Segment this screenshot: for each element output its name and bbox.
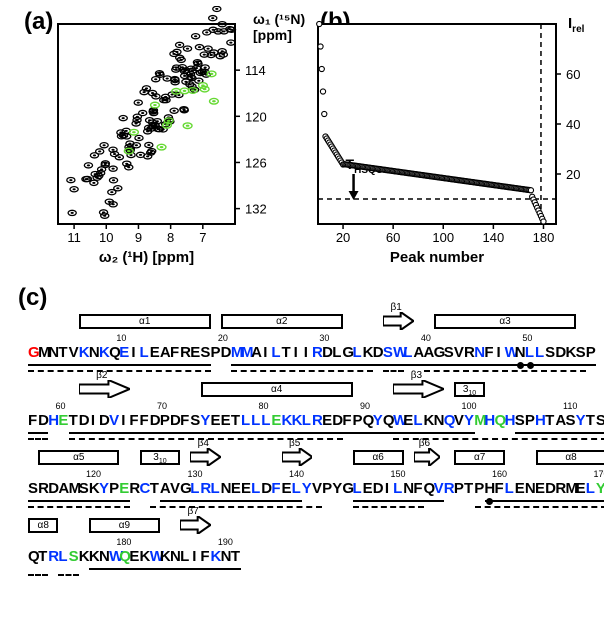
svg-text:9: 9: [135, 230, 142, 245]
svg-text:10: 10: [99, 230, 113, 245]
residue-number: 100: [462, 401, 477, 411]
beta-sheet-arrow-icon: [79, 380, 130, 398]
svg-text:[ppm]: [ppm]: [253, 27, 292, 43]
marker-dot-icon: [527, 362, 534, 369]
beta-sheet-arrow-icon: [282, 448, 312, 466]
alpha-helix-icon: α1: [79, 314, 211, 329]
residue-number: 180: [116, 537, 131, 547]
coverage-line-dashed: [231, 370, 373, 372]
coverage-line-dashed: [475, 506, 604, 508]
coverage-line-solid: [28, 500, 130, 502]
beta-sheet-arrow-icon: [393, 380, 444, 398]
alpha-helix-icon: α5: [38, 450, 119, 465]
svg-text:60: 60: [566, 67, 580, 82]
svg-text:Peak number: Peak number: [390, 249, 484, 266]
coverage-line-dashed: [28, 574, 48, 576]
alpha-helix-icon: α8: [536, 450, 604, 465]
coverage-line-dashed: [383, 370, 403, 372]
coverage-line-dashed: [28, 370, 211, 372]
residue-number: 120: [86, 469, 101, 479]
panel-a-chart: 11 10 9 8 7 114 120 126 132 ω₂ (¹H) [ppm] ω₁ (¹⁵N)…: [10, 6, 305, 266]
coverage-line-dashed: [28, 506, 130, 508]
svg-text:180: 180: [533, 230, 555, 245]
beta-sheet-arrow-icon: [414, 448, 440, 466]
coverage-line-solid: [89, 568, 241, 570]
residue-number: 150: [390, 469, 405, 479]
coverage-line-dashed: [58, 574, 78, 576]
svg-text:60: 60: [386, 230, 400, 245]
marker-dot-icon: [517, 362, 524, 369]
svg-text:20: 20: [566, 167, 580, 182]
svg-text:132: 132: [245, 202, 267, 217]
coverage-line-solid: [485, 500, 604, 502]
residue-number: 140: [289, 469, 304, 479]
coverage-line-solid: [28, 364, 211, 366]
coverage-line-solid: [353, 500, 444, 502]
beta-sheet-arrow-icon: [190, 448, 220, 466]
svg-text:8: 8: [167, 230, 174, 245]
beta-sheet-arrow-icon: [383, 312, 413, 330]
marker-dot-icon: [486, 498, 493, 505]
svg-text:40: 40: [566, 117, 580, 132]
helix-310-icon: 310: [454, 382, 484, 397]
coverage-line-solid: [515, 432, 604, 434]
coverage-line-solid: [160, 500, 302, 502]
coverage-line-dashed: [28, 438, 48, 440]
coverage-line-solid: [28, 432, 48, 434]
residue-number: 80: [259, 401, 269, 411]
svg-text:Irel: Irel: [568, 15, 585, 35]
residue-number: 130: [187, 469, 202, 479]
alpha-helix-icon: α3: [434, 314, 576, 329]
alpha-helix-icon: α2: [221, 314, 343, 329]
alpha-helix-icon: α7: [454, 450, 505, 465]
residue-number: 170: [593, 469, 604, 479]
svg-text:114: 114: [245, 63, 266, 78]
residue-number: 60: [56, 401, 66, 411]
panel-c-label: (c): [18, 284, 47, 312]
svg-text:20: 20: [336, 230, 350, 245]
sequence-row: FDHETDIDVIFFDPDFSYEETLLLEKKLREDFPQYQWELK…: [28, 412, 604, 429]
panel-b-chart: 2060100140180204060Peak numberIrelTHSQC: [308, 6, 598, 266]
sequence-row: QTRLSKKNWQEKWKNLIFKNT: [28, 548, 241, 565]
residue-number: 160: [492, 469, 507, 479]
coverage-line-solid: [69, 432, 475, 434]
coverage-line-dashed: [424, 370, 586, 372]
svg-text:126: 126: [245, 155, 267, 170]
alpha-helix-icon: α6: [353, 450, 404, 465]
residue-number: 70: [157, 401, 167, 411]
residue-number: 110: [563, 401, 577, 411]
alpha-helix-icon: α8: [28, 518, 58, 533]
helix-310-icon: 310: [140, 450, 181, 465]
residue-number: 50: [522, 333, 532, 343]
svg-text:ω₂ (¹H) [ppm]: ω₂ (¹H) [ppm]: [99, 249, 194, 266]
svg-text:7: 7: [199, 230, 206, 245]
residue-number: 90: [360, 401, 370, 411]
svg-text:ω₁ (¹⁵N): ω₁ (¹⁵N): [253, 11, 305, 27]
beta-sheet-arrow-icon: [180, 516, 210, 534]
residue-number: 10: [116, 333, 126, 343]
svg-text:100: 100: [432, 230, 454, 245]
sequence-row: GMNTVKNKQEILEAFRESPDMMAILTIIRDLGLKDSWLAA…: [28, 344, 596, 361]
residue-number: 30: [319, 333, 329, 343]
coverage-line-solid: [231, 364, 596, 366]
coverage-line-dashed: [150, 506, 323, 508]
residue-number: 190: [218, 537, 233, 547]
alpha-helix-icon: α4: [201, 382, 353, 397]
residue-number: 40: [421, 333, 431, 343]
alpha-helix-icon: α9: [89, 518, 160, 533]
coverage-line-dashed: [353, 506, 424, 508]
svg-text:140: 140: [483, 230, 505, 245]
sequence-row: SRDAMSKYPERCTAVGLRLNEELDFELYVPYGLEDILNFQ…: [28, 480, 604, 497]
svg-text:11: 11: [67, 230, 81, 245]
residue-number: 20: [218, 333, 228, 343]
svg-text:120: 120: [245, 109, 267, 124]
